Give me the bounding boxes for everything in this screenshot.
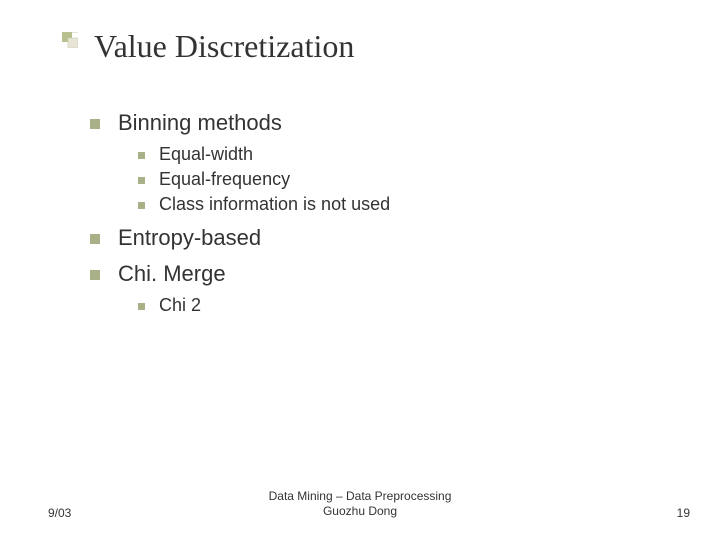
list-subitem: Class information is not used — [138, 194, 650, 215]
bullet-icon — [90, 119, 100, 129]
slide-title: Value Discretization — [58, 28, 354, 65]
bullet-icon — [138, 177, 145, 184]
list-subitem: Equal-width — [138, 144, 650, 165]
list-subitem: Equal-frequency — [138, 169, 650, 190]
list-subitem-text: Chi 2 — [159, 295, 201, 316]
list-subitem-text: Class information is not used — [159, 194, 390, 215]
list-item-text: Chi. Merge — [118, 261, 226, 287]
list-item: Chi. Merge Chi 2 — [90, 261, 650, 316]
bullet-icon — [90, 270, 100, 280]
list-subitem: Chi 2 — [138, 295, 650, 316]
bullet-icon — [138, 202, 145, 209]
footer-author: Guozhu Dong — [269, 504, 452, 520]
list-subitem-text: Equal-width — [159, 144, 253, 165]
footer-center: Data Mining – Data Preprocessing Guozhu … — [269, 489, 452, 520]
bullet-icon — [90, 234, 100, 244]
bullet-icon — [138, 152, 145, 159]
footer-course: Data Mining – Data Preprocessing — [269, 489, 452, 505]
footer-date: 9/03 — [48, 506, 71, 520]
list-item: Entropy-based — [90, 225, 650, 251]
footer-page-number: 19 — [677, 506, 690, 520]
list-item-text: Entropy-based — [118, 225, 261, 251]
slide-content: Binning methods Equal-width Equal-freque… — [90, 110, 650, 326]
bullet-icon — [138, 303, 145, 310]
slide-title-region: Value Discretization — [58, 28, 354, 65]
list-subitem-text: Equal-frequency — [159, 169, 290, 190]
list-item-text: Binning methods — [118, 110, 282, 136]
list-item: Binning methods Equal-width Equal-freque… — [90, 110, 650, 215]
